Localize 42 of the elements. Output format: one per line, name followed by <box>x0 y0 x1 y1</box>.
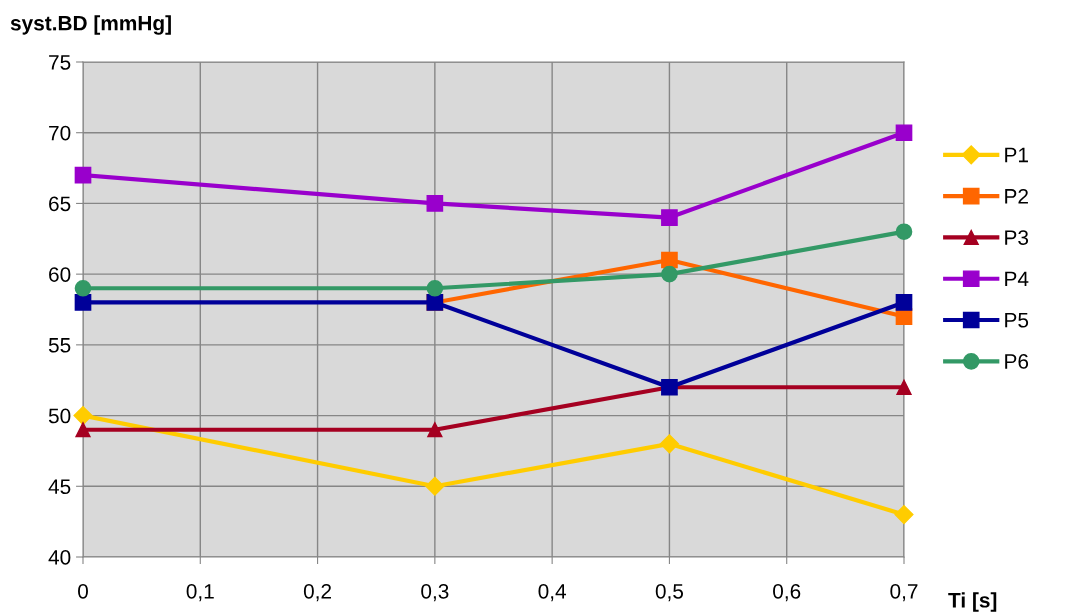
legend-label: P2 <box>1005 188 1028 204</box>
point <box>75 422 91 438</box>
point <box>74 166 92 184</box>
y-tick-label: 75 <box>49 55 71 70</box>
y-tick-label: 50 <box>48 408 71 424</box>
point <box>426 195 444 212</box>
point <box>661 209 678 226</box>
x-tick-label: 0,2 <box>303 583 332 602</box>
point <box>74 294 92 311</box>
point <box>896 379 912 395</box>
point <box>895 294 913 311</box>
y-tick-label: 45 <box>48 479 71 495</box>
y-tick-label: 55 <box>48 338 71 353</box>
point <box>425 476 445 496</box>
point <box>659 434 679 454</box>
x-tick-label: 0,3 <box>421 583 449 602</box>
point <box>895 124 913 142</box>
x-tick-label: 0,5 <box>655 583 684 602</box>
point <box>427 422 443 438</box>
legend-label: P5 <box>1005 313 1029 328</box>
x-axis-title: Ti [s] <box>948 592 997 612</box>
x-tick-label: 0,4 <box>538 583 567 602</box>
y-tick-label: 60 <box>49 267 71 282</box>
point <box>894 505 914 525</box>
x-tick-label: 0,1 <box>186 583 214 602</box>
legend-label: P1 <box>1005 147 1028 163</box>
point <box>426 279 444 297</box>
x-tick-label: 0,7 <box>890 583 918 602</box>
y-axis-title: syst.BD [mmHg] <box>10 15 171 35</box>
y-tick-label: 40 <box>48 550 71 565</box>
y-tick-label: 65 <box>49 196 71 212</box>
point <box>661 251 678 269</box>
x-tick-label: 0 <box>78 583 88 599</box>
x-tick-label: 0,6 <box>773 583 801 602</box>
point <box>73 406 93 426</box>
point <box>895 223 913 241</box>
y-tick-label: 70 <box>49 125 71 141</box>
legend-label: P6 <box>1005 354 1029 369</box>
point <box>74 279 92 297</box>
point <box>661 265 678 283</box>
legend-label: P4 <box>1005 271 1029 287</box>
legend-label: P3 <box>1005 230 1029 245</box>
